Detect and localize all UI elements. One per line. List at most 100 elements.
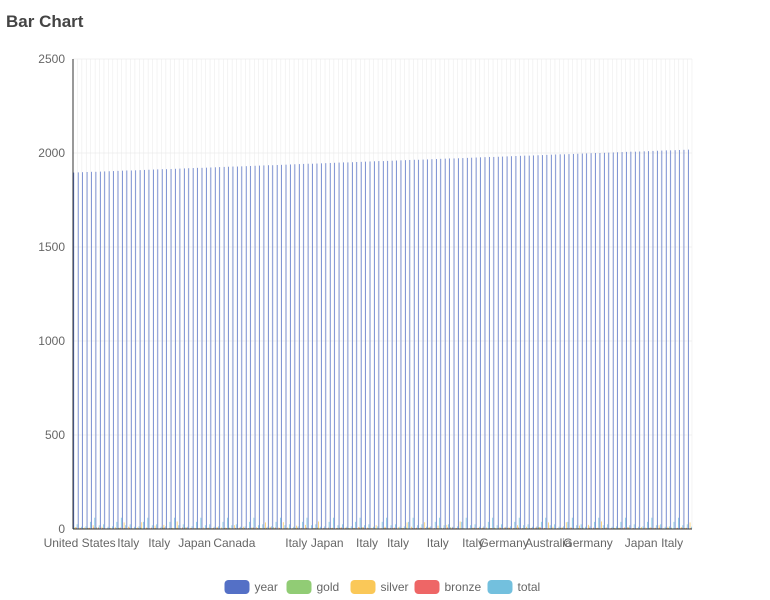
bar-year[interactable] [210,167,212,530]
bar-gold[interactable] [582,527,584,529]
bar-silver[interactable] [318,521,319,529]
bar-total[interactable] [151,525,153,529]
bar-bronze[interactable] [659,527,661,529]
bar-silver[interactable] [419,527,421,530]
bar-year[interactable] [533,155,534,529]
bar-silver[interactable] [689,522,691,529]
bar-bronze[interactable] [562,527,563,529]
bar-total[interactable] [686,524,688,529]
bar-total[interactable] [479,526,480,529]
bar-gold[interactable] [184,527,186,529]
bar-year[interactable] [466,157,468,529]
legend-item-total[interactable]: total [487,580,541,594]
bar-silver[interactable] [508,527,510,530]
bar-total[interactable] [505,526,507,529]
bar-total[interactable] [107,526,109,529]
bar-total[interactable] [532,526,533,529]
bar-year[interactable] [396,160,397,529]
bar-gold[interactable] [339,527,341,529]
bar-bronze[interactable] [363,527,365,530]
bar-year[interactable] [590,153,592,529]
bar-silver[interactable] [79,527,81,530]
bar-year[interactable] [206,167,207,529]
bar-bronze[interactable] [482,527,484,529]
bar-total[interactable] [156,524,158,529]
bar-total[interactable] [647,521,648,529]
bar-year[interactable] [175,168,176,530]
bar-bronze[interactable] [301,527,303,529]
bar-year[interactable] [290,164,291,529]
bar-silver[interactable] [680,527,682,529]
bar-total[interactable] [576,525,578,529]
bar-year[interactable] [166,169,168,530]
bar-silver[interactable] [375,525,377,529]
bar-bronze[interactable] [606,527,608,530]
bar-year[interactable] [272,165,274,529]
bar-year[interactable] [170,168,172,530]
bar-bronze[interactable] [252,527,254,530]
bar-bronze[interactable] [447,527,449,530]
bar-silver[interactable] [618,527,620,529]
bar-gold[interactable] [229,527,230,529]
bar-total[interactable] [487,521,489,529]
bar-silver[interactable] [229,527,231,529]
bar-silver[interactable] [481,527,483,529]
bar-total[interactable] [386,517,387,529]
bar-year[interactable] [643,151,645,529]
bar-year[interactable] [444,158,446,529]
bar-total[interactable] [580,524,582,529]
bar-total[interactable] [98,525,100,529]
bar-total[interactable] [262,524,264,529]
bar-year[interactable] [95,171,97,530]
bar-total[interactable] [324,526,326,529]
bar-silver[interactable] [145,527,147,530]
bar-bronze[interactable] [243,527,245,529]
bar-bronze[interactable] [151,527,152,529]
bar-bronze[interactable] [93,527,95,530]
bar-total[interactable] [669,526,670,529]
bar-bronze[interactable] [89,527,90,529]
bar-total[interactable] [434,521,436,529]
bar-year[interactable] [453,158,455,529]
bar-total[interactable] [395,524,396,529]
bar-silver[interactable] [627,527,629,530]
bar-gold[interactable] [87,527,89,529]
bar-year[interactable] [427,159,428,529]
bar-silver[interactable] [654,527,656,529]
bar-year[interactable] [626,151,627,529]
bar-total[interactable] [571,517,573,529]
bar-silver[interactable] [397,527,399,529]
bar-silver[interactable] [570,527,571,530]
bar-silver[interactable] [649,527,651,530]
bar-year[interactable] [674,150,676,529]
bar-year[interactable] [135,170,137,530]
bar-silver[interactable] [83,527,85,530]
bar-silver[interactable] [362,527,364,530]
bar-silver[interactable] [335,527,337,529]
bar-year[interactable] [232,166,234,530]
legend-item-bronze[interactable]: bronze [414,580,482,594]
bar-silver[interactable] [424,522,426,529]
bar-year[interactable] [634,151,636,529]
bar-total[interactable] [381,521,383,529]
bar-year[interactable] [329,162,331,529]
bar-silver[interactable] [371,527,373,529]
bar-total[interactable] [169,521,171,529]
bar-total[interactable] [633,524,635,529]
bar-bronze[interactable] [500,527,502,529]
bar-total[interactable] [554,524,555,529]
bar-gold[interactable] [450,527,451,529]
bar-year[interactable] [515,156,517,529]
bar-year[interactable] [506,156,508,529]
bar-total[interactable] [678,517,679,529]
bar-bronze[interactable] [624,527,625,530]
bar-total[interactable] [76,524,78,529]
bar-total[interactable] [306,517,308,529]
bar-total[interactable] [496,525,498,529]
bar-silver[interactable] [486,527,487,530]
bar-silver[interactable] [251,527,253,529]
bar-gold[interactable] [264,527,266,529]
bar-year[interactable] [683,149,685,530]
bar-year[interactable] [179,168,181,529]
bar-bronze[interactable] [411,527,413,529]
